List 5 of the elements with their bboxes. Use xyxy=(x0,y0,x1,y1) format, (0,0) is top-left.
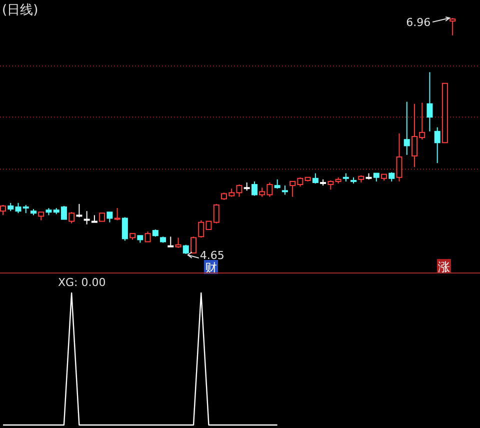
text: 涨 xyxy=(438,260,450,274)
annotation: 4.65 xyxy=(200,249,224,262)
chart-title: XG: 0.00 xyxy=(58,276,106,289)
chart-title: (日线) xyxy=(2,3,38,18)
annotation: 6.96 xyxy=(406,16,431,29)
